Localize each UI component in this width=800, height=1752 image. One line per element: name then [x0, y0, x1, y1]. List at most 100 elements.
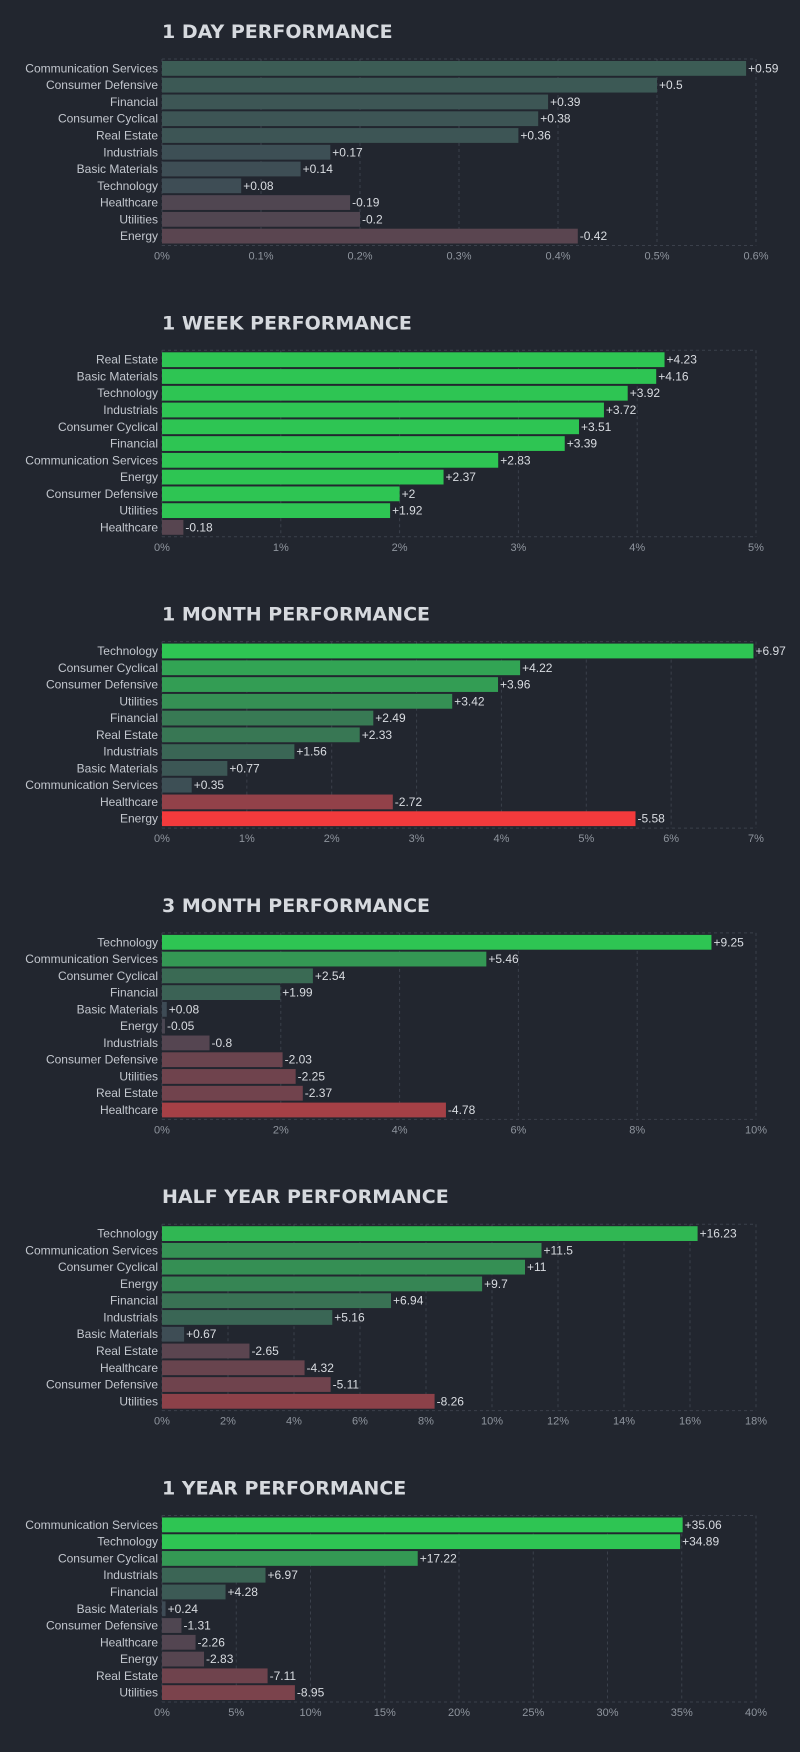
x-tick-label: 0.6% [743, 250, 768, 262]
value-label: +0.5 [659, 78, 683, 92]
value-label: +11.5 [544, 1243, 574, 1257]
x-tick-label: 0% [154, 1707, 170, 1719]
x-tick-label: 4% [286, 1416, 302, 1428]
category-label: Financial [110, 1294, 158, 1308]
value-label: +3.42 [454, 694, 485, 708]
value-label: +6.97 [268, 1568, 299, 1582]
bar [162, 744, 295, 760]
bar [162, 1534, 681, 1550]
x-tick-label: 0% [154, 833, 170, 845]
value-label: +0.35 [194, 778, 225, 792]
bar [162, 77, 657, 93]
bar [162, 1226, 698, 1241]
bar [162, 178, 242, 194]
bar [162, 1567, 266, 1583]
category-label: Industrials [103, 403, 158, 417]
category-label: Utilities [119, 212, 158, 226]
category-label: Utilities [119, 1686, 158, 1700]
value-label: +11 [527, 1260, 547, 1274]
chart-title: 1 YEAR PERFORMANCE [162, 1478, 406, 1500]
value-label: +0.24 [168, 1602, 199, 1616]
bar [162, 1685, 295, 1700]
bar [162, 436, 565, 451]
x-tick-label: 10% [481, 1416, 503, 1428]
value-label: +0.14 [303, 162, 334, 176]
category-label: Communication Services [25, 778, 158, 792]
category-label: Technology [97, 386, 158, 400]
x-tick-label: 1% [239, 833, 255, 845]
bar [162, 1102, 446, 1118]
category-label: Financial [110, 1585, 158, 1599]
x-tick-label: 6% [663, 833, 679, 845]
bar [162, 710, 374, 726]
value-label: -5.11 [333, 1378, 360, 1392]
x-tick-label: 4% [392, 1124, 408, 1136]
bar [162, 1018, 165, 1034]
bar [162, 1618, 182, 1633]
x-tick-label: 8% [418, 1416, 434, 1428]
category-label: Healthcare [100, 1635, 158, 1649]
x-tick-label: 40% [745, 1707, 767, 1719]
x-tick-label: 0% [154, 1124, 170, 1136]
bar [162, 934, 712, 950]
x-tick-label: 14% [613, 1416, 635, 1428]
value-label: +3.39 [567, 437, 598, 451]
bar [162, 1310, 333, 1325]
category-label: Basic Materials [77, 1602, 158, 1616]
category-label: Utilities [119, 504, 158, 518]
value-label: -5.58 [638, 812, 666, 826]
x-tick-label: 2% [324, 833, 340, 845]
x-tick-label: 3% [409, 833, 425, 845]
bar [162, 660, 521, 676]
bar [162, 1343, 250, 1359]
bar [162, 811, 636, 827]
value-label: +2.37 [446, 470, 477, 484]
x-tick-label: 6% [352, 1416, 368, 1428]
value-label: +0.77 [229, 761, 260, 775]
bar [162, 1001, 167, 1017]
value-label: -2.25 [298, 1069, 326, 1083]
x-tick-label: 0.5% [644, 250, 669, 262]
value-label: -0.05 [167, 1019, 195, 1033]
bar [162, 1517, 683, 1533]
value-label: +17.22 [420, 1551, 457, 1565]
value-label: +35.06 [685, 1518, 722, 1532]
bar [162, 1069, 296, 1084]
category-label: Consumer Defensive [46, 487, 158, 501]
category-label: Financial [110, 437, 158, 451]
x-tick-label: 0.2% [347, 250, 372, 262]
value-label: +3.72 [606, 403, 637, 417]
value-label: -2.26 [198, 1635, 226, 1649]
x-tick-label: 0% [154, 542, 170, 554]
bar [162, 1360, 305, 1376]
category-label: Real Estate [96, 1669, 158, 1683]
bar [162, 1551, 418, 1566]
bar [162, 211, 360, 227]
value-label: +6.94 [393, 1294, 424, 1308]
x-tick-label: 0.3% [446, 250, 471, 262]
bar [162, 777, 192, 793]
category-label: Basic Materials [77, 162, 158, 176]
x-tick-label: 4% [493, 833, 509, 845]
bar [162, 503, 391, 519]
bar [162, 161, 301, 177]
bar [162, 228, 578, 244]
bar [162, 469, 444, 485]
bar [162, 1276, 483, 1292]
x-tick-label: 15% [374, 1707, 396, 1719]
category-label: Technology [97, 644, 158, 658]
value-label: +1.56 [296, 745, 327, 759]
value-label: +0.67 [186, 1327, 217, 1341]
category-label: Technology [97, 1535, 158, 1549]
category-label: Basic Materials [77, 1327, 158, 1341]
bar [162, 1634, 196, 1650]
value-label: +0.39 [550, 95, 581, 109]
category-label: Technology [97, 935, 158, 949]
x-tick-label: 0.4% [545, 250, 570, 262]
bar [162, 1584, 226, 1600]
category-label: Utilities [119, 694, 158, 708]
value-label: +0.08 [169, 1002, 200, 1016]
x-tick-label: 18% [745, 1416, 767, 1428]
x-tick-label: 0.1% [248, 250, 273, 262]
category-label: Energy [120, 229, 158, 243]
